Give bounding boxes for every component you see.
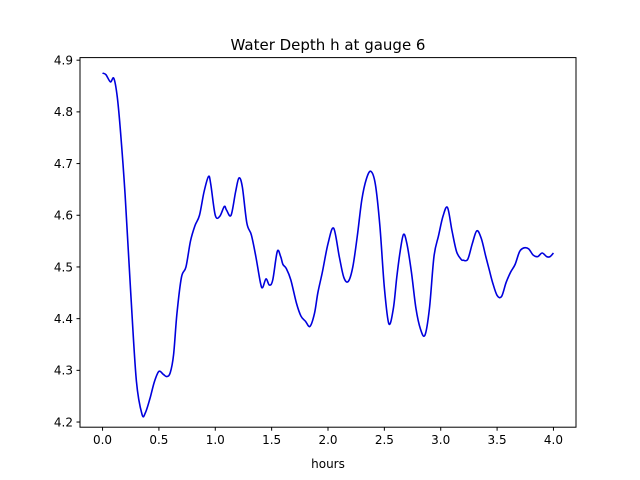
- x-tick-label: 1.0: [206, 433, 225, 447]
- x-axis-ticks: 0.0 0.5 1.0 1.5 2.0 2.5 3.0 3.5 4.0: [93, 427, 563, 447]
- x-tick-label: 1.5: [262, 433, 281, 447]
- x-tick-label: 2.0: [318, 433, 337, 447]
- x-tick-label: 2.5: [375, 433, 394, 447]
- y-tick-label: 4.9: [54, 53, 73, 67]
- x-tick-label: 0.5: [149, 433, 168, 447]
- x-axis-label: hours: [311, 457, 345, 471]
- y-axis-ticks: 4.2 4.3 4.4 4.5 4.6 4.7 4.8 4.9: [54, 53, 80, 429]
- plot-frame: [79, 57, 577, 428]
- x-tick-label: 3.5: [488, 433, 507, 447]
- y-tick-label: 4.7: [54, 157, 73, 171]
- y-tick-label: 4.5: [54, 260, 73, 274]
- y-tick-label: 4.3: [54, 364, 73, 378]
- x-tick-label: 4.0: [544, 433, 563, 447]
- y-tick-label: 4.8: [54, 105, 73, 119]
- y-tick-label: 4.6: [54, 209, 73, 223]
- y-tick-label: 4.2: [54, 415, 73, 429]
- series-line-1: [102, 72, 555, 418]
- x-tick-label: 0.0: [93, 433, 112, 447]
- x-tick-label: 3.0: [431, 433, 450, 447]
- plot-series: [102, 72, 555, 418]
- chart-title: Water Depth h at gauge 6: [231, 36, 426, 54]
- y-tick-label: 4.4: [54, 312, 73, 326]
